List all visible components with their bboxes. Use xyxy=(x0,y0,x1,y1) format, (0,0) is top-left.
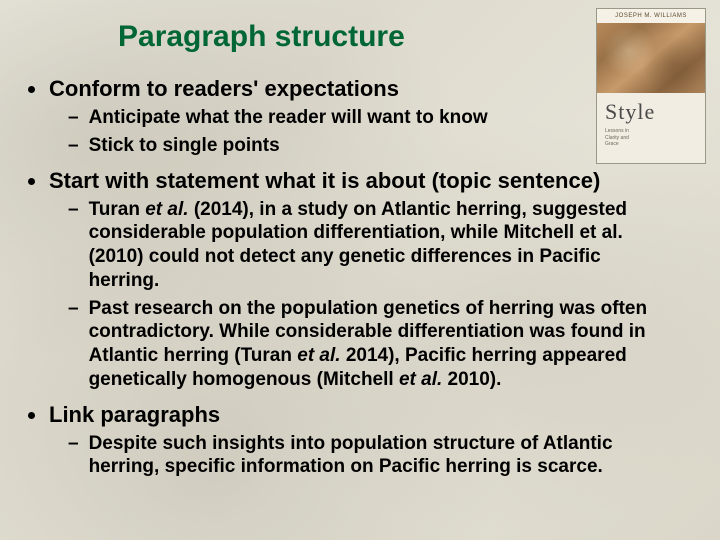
bullet-text: Conform to readers' expectations xyxy=(49,76,399,102)
bullet-item: Conform to readers' expectations – Antic… xyxy=(28,76,692,158)
sub-bullet-text: Despite such insights into population st… xyxy=(89,432,669,480)
bullet-list: Conform to readers' expectations – Antic… xyxy=(28,76,692,479)
dash-icon: – xyxy=(68,134,79,158)
sub-bullet-text: Turan et al. (2014), in a study on Atlan… xyxy=(89,198,669,293)
dash-icon: – xyxy=(68,106,79,130)
sub-bullet-text: Stick to single points xyxy=(89,134,280,158)
sub-bullet-item: – Turan et al. (2014), in a study on Atl… xyxy=(68,198,692,293)
sub-bullet-item: – Past research on the population geneti… xyxy=(68,297,692,392)
bullet-item: Link paragraphs – Despite such insights … xyxy=(28,402,692,480)
book-cover: JOSEPH M. WILLIAMS Style Lessons in Clar… xyxy=(596,8,706,164)
sub-bullet-text: Anticipate what the reader will want to … xyxy=(89,106,488,130)
sub-bullet-item: – Despite such insights into population … xyxy=(68,432,692,480)
slide-content: Paragraph structure JOSEPH M. WILLIAMS S… xyxy=(0,0,720,540)
bullet-item: Start with statement what it is about (t… xyxy=(28,168,692,392)
book-title-area: Style Lessons in Clarity and Grace xyxy=(597,93,705,163)
bullet-dot-icon xyxy=(28,412,35,419)
bullet-dot-icon xyxy=(28,86,35,93)
dash-icon: – xyxy=(68,432,79,456)
book-cover-art xyxy=(597,23,705,93)
bullet-text: Start with statement what it is about (t… xyxy=(49,168,600,194)
bullet-text: Link paragraphs xyxy=(49,402,220,428)
dash-icon: – xyxy=(68,198,79,222)
sub-bullet-text: Past research on the population genetics… xyxy=(89,297,669,392)
book-author: JOSEPH M. WILLIAMS xyxy=(597,9,705,23)
sub-bullet-list: – Turan et al. (2014), in a study on Atl… xyxy=(68,198,692,392)
book-title: Style xyxy=(605,99,697,125)
sub-bullet-list: – Despite such insights into population … xyxy=(68,432,692,480)
dash-icon: – xyxy=(68,297,79,321)
bullet-dot-icon xyxy=(28,178,35,185)
book-subtitle: Lessons in Clarity and Grace xyxy=(605,128,697,148)
